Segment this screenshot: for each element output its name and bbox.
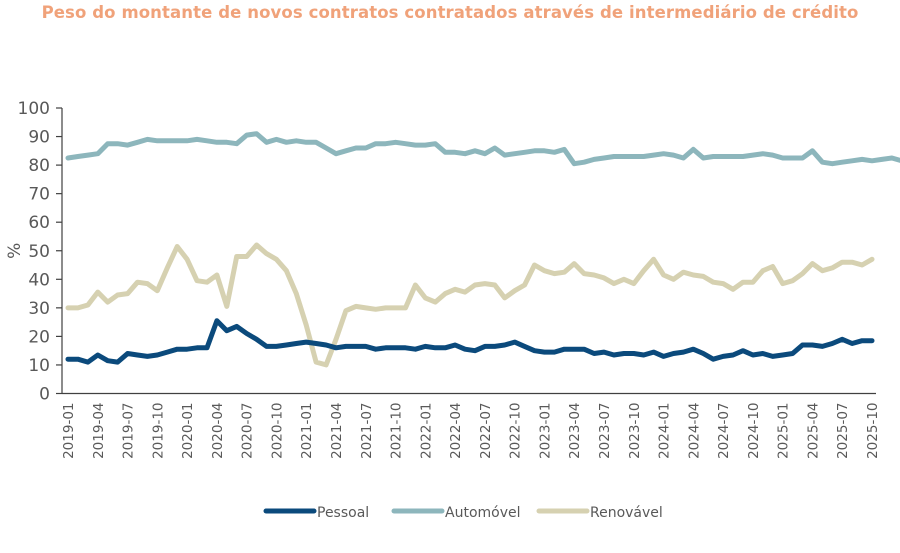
series-line-renovavel bbox=[65, 242, 875, 368]
x-tick-label: 2024-01 bbox=[657, 403, 673, 459]
x-axis: 2019-01 2019-04 2019-07 2019-10 2020-01 2020-… bbox=[61, 392, 881, 459]
x-tick-label: 2025-10 bbox=[865, 403, 881, 459]
y-tick-label: 80 bbox=[28, 156, 50, 176]
y-axis: 0 10 20 30 40 50 60 70 80 90 100% bbox=[5, 99, 63, 405]
x-tick-label: 2025-07 bbox=[835, 403, 851, 459]
x-tick-label: 2022-01 bbox=[418, 403, 434, 459]
legend-label-pessoal: Pessoal bbox=[317, 505, 369, 521]
series-lines bbox=[65, 131, 900, 368]
x-tick-label: 2021-01 bbox=[299, 403, 315, 459]
x-tick-label: 2024-04 bbox=[686, 403, 702, 459]
y-axis-label: % bbox=[5, 243, 25, 259]
legend-label-renovavel: Renovável bbox=[590, 505, 663, 521]
x-tick-label: 2022-10 bbox=[508, 403, 524, 459]
x-tick-label: 2021-10 bbox=[389, 403, 405, 459]
series-line-pessoal bbox=[65, 318, 875, 365]
x-tick-label: 2021-07 bbox=[359, 403, 375, 459]
x-tick-label: 2019-10 bbox=[150, 403, 166, 459]
x-tick-label: 2024-07 bbox=[716, 403, 732, 459]
x-tick-label: 2022-07 bbox=[478, 403, 494, 459]
y-tick-label: 70 bbox=[28, 185, 50, 205]
x-tick-label: 2022-04 bbox=[448, 403, 464, 459]
y-tick-label: 50 bbox=[28, 242, 50, 262]
x-tick-label: 2019-07 bbox=[121, 403, 137, 459]
y-tick-label: 40 bbox=[28, 270, 50, 290]
y-tick-label: 10 bbox=[28, 356, 50, 376]
x-tick-label: 2023-10 bbox=[627, 403, 643, 459]
x-tick-label: 2025-04 bbox=[805, 403, 821, 459]
y-tick-label: 20 bbox=[28, 327, 50, 347]
x-tick-label: 2023-04 bbox=[567, 403, 583, 459]
x-tick-label: 2020-10 bbox=[269, 403, 285, 459]
x-tick-label: 2023-01 bbox=[537, 403, 553, 459]
y-tick-label: 60 bbox=[28, 213, 50, 233]
x-tick-label: 2023-07 bbox=[597, 403, 613, 459]
x-tick-label: 2024-10 bbox=[746, 403, 762, 459]
x-tick-label: 2019-04 bbox=[91, 403, 107, 459]
y-tick-label: 0 bbox=[39, 385, 50, 405]
legend-label-automovel: Automóvel bbox=[445, 505, 521, 521]
y-tick-label: 30 bbox=[28, 299, 50, 319]
legend: Pessoal Automóvel Renovável bbox=[263, 505, 663, 521]
x-tick-label: 2019-01 bbox=[61, 403, 77, 459]
x-tick-label: 2020-01 bbox=[180, 403, 196, 459]
y-tick-label: 100 bbox=[18, 99, 50, 119]
x-tick-label: 2025-01 bbox=[776, 403, 792, 459]
series-line-automovel bbox=[65, 131, 900, 167]
x-tick-label: 2020-07 bbox=[240, 403, 256, 459]
y-tick-label: 90 bbox=[28, 128, 50, 148]
x-tick-label: 2020-04 bbox=[210, 403, 226, 459]
chart-title: Peso do montante de novos contratos cont… bbox=[41, 3, 859, 22]
x-tick-label: 2021-04 bbox=[329, 403, 345, 459]
